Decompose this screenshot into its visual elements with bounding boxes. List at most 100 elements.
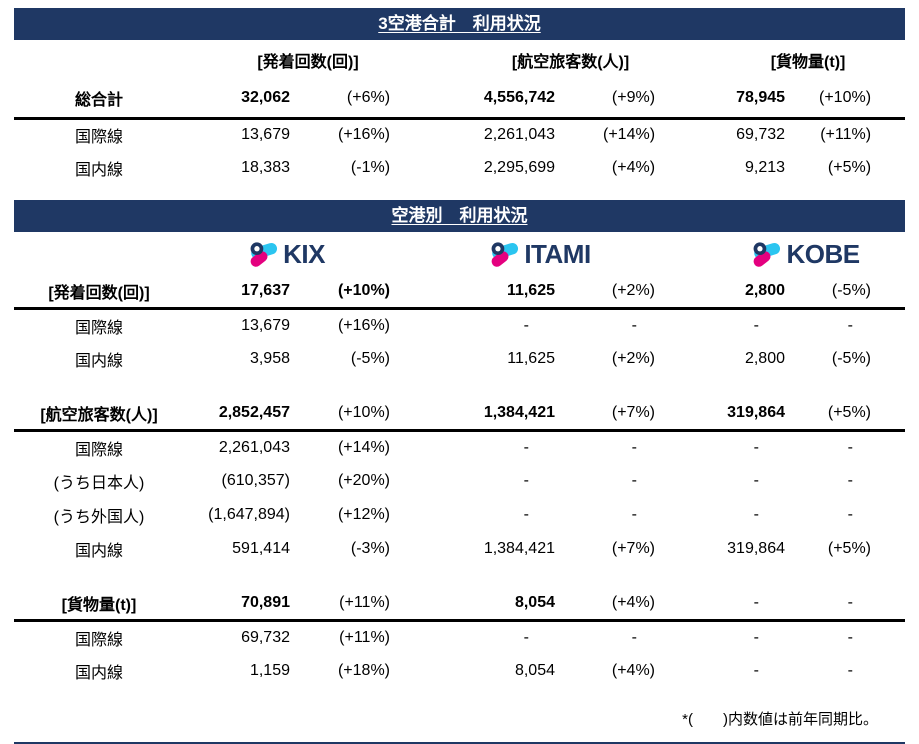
cell-value: 32,062	[184, 80, 290, 120]
summary-table: [発着回数(回)] [航空旅客数(人)] [貨物量(t)] 総合計 32,062…	[14, 40, 906, 184]
cell-pct: -	[785, 588, 871, 622]
cell-pct: (-1%)	[350, 158, 391, 176]
spacer-row	[14, 566, 905, 588]
spacer-cell	[871, 498, 905, 532]
cell-value: 11,625	[390, 276, 555, 310]
row-label: [貨物量(t)]	[14, 588, 184, 622]
cell-value: -	[523, 628, 529, 646]
cell-pct: -	[847, 662, 853, 679]
cell-value: -	[523, 316, 529, 334]
row-label: 国際線	[74, 631, 123, 649]
cell-pct: (+5%)	[827, 540, 871, 557]
cell-pct: (-5%)	[831, 350, 871, 367]
cell-value: -	[523, 472, 529, 489]
row-label: (うち外国人)	[53, 509, 145, 526]
spacer-cell	[871, 40, 905, 80]
cell-pct: (+5%)	[827, 158, 872, 176]
bottom-rule	[14, 742, 905, 744]
cell-pct: (+10%)	[785, 80, 872, 120]
cell-pct: -	[631, 628, 637, 646]
summary-column-header-row: [発着回数(回)] [航空旅客数(人)] [貨物量(t)]	[14, 40, 905, 80]
cell-pct: (+18%)	[337, 662, 390, 679]
cell-value: 2,852,457	[184, 398, 290, 432]
cell-pct: -	[847, 472, 853, 489]
cell-pct: -	[847, 438, 853, 456]
cell-value: 1,384,421	[390, 398, 555, 432]
cell-pct: -	[847, 628, 853, 646]
cell-value: 17,637	[184, 276, 290, 310]
cell-pct: -	[631, 506, 637, 523]
cell-pct: (+10%)	[290, 276, 390, 310]
kobe-logo-cell: KOBE	[655, 232, 905, 276]
cell-value: (1,647,894)	[208, 506, 290, 523]
airport-name: KIX	[283, 238, 325, 269]
spacer-cell	[871, 588, 906, 622]
cell-pct: (+5%)	[785, 398, 871, 432]
summary-title-bar: 3空港合計 利用状況	[14, 8, 905, 40]
byairport-table: KIX ITAMI	[14, 232, 906, 688]
kansai-airports-mark-icon	[754, 242, 781, 267]
cell-value: 591,414	[232, 540, 290, 557]
itami-logo-cell: ITAMI	[390, 232, 655, 276]
spacer-cell	[871, 620, 905, 654]
cell-pct: (+11%)	[820, 126, 872, 144]
cell-value: -	[753, 662, 759, 679]
cell-pct: (+7%)	[611, 540, 655, 557]
cell-pct: (+12%)	[337, 506, 390, 523]
kobe-logo: KOBE	[681, 239, 919, 270]
cell-pct: (+6%)	[290, 80, 391, 120]
spacer-cell	[871, 398, 906, 432]
cell-pct: -	[631, 316, 637, 334]
kansai-airports-mark-icon	[250, 242, 278, 267]
spacer-cell	[871, 464, 905, 498]
cell-value: 319,864	[727, 540, 785, 557]
byairport-title-bar: 空港別 利用状況	[14, 200, 905, 232]
row-label: [航空旅客数(人)]	[14, 398, 184, 432]
cell-pct: (+11%)	[339, 628, 390, 646]
airport-name: KOBE	[786, 238, 860, 269]
table-row: 国際線 13,679 (+16%) - - - -	[14, 308, 905, 342]
cell-value: 2,261,043	[483, 126, 556, 144]
cell-value: 78,945	[655, 80, 786, 120]
col-header-cargo: [貨物量(t)]	[770, 54, 846, 71]
cell-value: (610,357)	[221, 472, 291, 489]
spacer-cell	[871, 308, 905, 342]
spacer-cell	[871, 276, 906, 310]
cell-value: 8,054	[514, 662, 555, 679]
row-label: (うち日本人)	[53, 475, 145, 492]
table-row: 国内線 3,958 (-5%) 11,625 (+2%) 2,800 (-5%)	[14, 342, 905, 376]
table-row: 国内線 591,414 (-3%) 1,384,421 (+7%) 319,86…	[14, 532, 905, 566]
cell-value: 69,732	[736, 126, 786, 144]
cell-value: -	[753, 472, 759, 489]
spacer-cell	[871, 532, 905, 566]
airport-name: ITAMI	[524, 238, 591, 269]
cell-value: 69,732	[241, 628, 290, 646]
table-row: [航空旅客数(人)] 2,852,457 (+10%) 1,384,421 (+…	[14, 398, 906, 432]
cell-value: 2,295,699	[483, 158, 556, 176]
cell-value: 11,625	[507, 350, 555, 367]
cell-pct: (+11%)	[290, 588, 390, 622]
table-row: 国際線 13,679 (+16%) 2,261,043 (+14%) 69,73…	[14, 118, 905, 151]
cell-pct: (+4%)	[611, 158, 656, 176]
spacer-cell	[871, 80, 906, 120]
row-label: 国内線	[74, 353, 123, 370]
cell-value: 70,891	[184, 588, 290, 622]
cell-pct: (+2%)	[611, 350, 655, 367]
kansai-airports-mark-icon	[491, 242, 519, 267]
cell-value: -	[753, 628, 759, 646]
cell-pct: -	[847, 316, 853, 334]
table-row: [貨物量(t)] 70,891 (+11%) 8,054 (+4%) - -	[14, 588, 906, 622]
cell-pct: (+14%)	[337, 438, 390, 456]
spacer-cell	[871, 654, 905, 688]
cell-value: -	[523, 438, 529, 456]
spacer-cell	[871, 342, 905, 376]
row-label: [発着回数(回)]	[14, 276, 184, 310]
cell-pct: (+14%)	[603, 126, 656, 144]
cell-pct: (+10%)	[290, 398, 390, 432]
spacer-cell	[871, 430, 905, 464]
cell-pct: (-5%)	[350, 350, 390, 367]
cell-pct: (+16%)	[337, 316, 390, 334]
table-row: [発着回数(回)] 17,637 (+10%) 11,625 (+2%) 2,8…	[14, 276, 906, 310]
cell-pct: -	[847, 506, 853, 523]
cell-value: 9,213	[744, 158, 786, 176]
